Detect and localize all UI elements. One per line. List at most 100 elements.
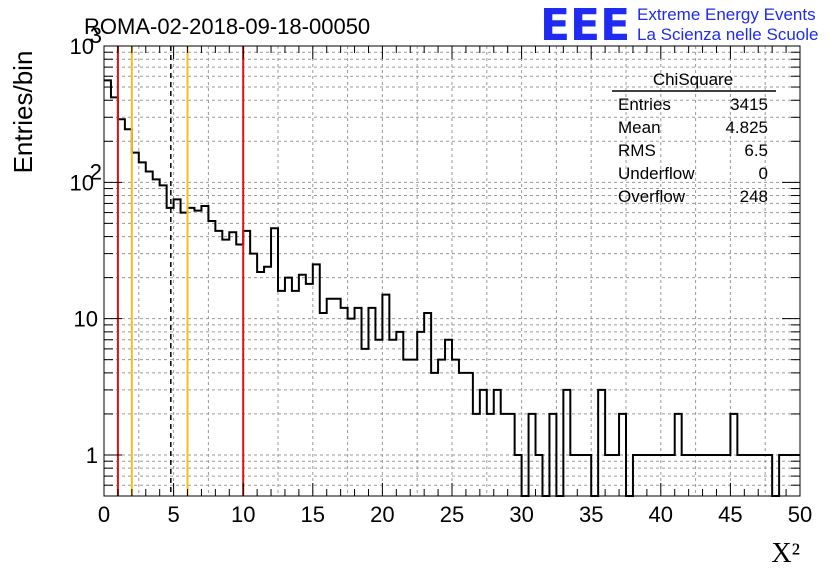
histogram-bin	[536, 455, 543, 496]
histogram-bin	[682, 455, 689, 496]
histogram-bin	[710, 455, 717, 496]
stats-label-overflow: Overflow	[618, 187, 686, 206]
histogram-bin	[125, 129, 132, 496]
histogram-bin	[160, 185, 167, 496]
histogram-bin	[236, 244, 243, 496]
histogram-bin	[501, 414, 508, 496]
chart-title: ROMA-02-2018-09-18-00050	[84, 14, 370, 39]
stats-box: ChiSquare Entries 3415 Mean 4.825 RMS 6.…	[612, 70, 776, 206]
axis-ticks	[103, 45, 801, 497]
histogram-bin	[619, 414, 626, 496]
histogram-bin	[118, 119, 125, 496]
histogram-bin	[466, 373, 473, 496]
stats-value-overflow: 248	[740, 187, 768, 206]
histogram-bin	[341, 308, 348, 496]
x-tick-label: 5	[167, 502, 179, 527]
x-tick-label: 35	[579, 502, 603, 527]
histogram-bin	[396, 332, 403, 496]
histogram-bin	[243, 231, 250, 496]
histogram-bin	[744, 455, 751, 496]
histogram-bin	[452, 360, 459, 496]
histogram-bin	[306, 284, 313, 496]
y-tick-exponent: 3	[90, 23, 102, 48]
histogram-bin	[661, 455, 668, 496]
histogram-bin	[111, 97, 118, 496]
histogram-bin	[668, 455, 675, 496]
logo-mark: EEE	[540, 0, 630, 51]
histogram-bin	[313, 264, 320, 496]
stats-value-rms: 6.5	[744, 141, 768, 160]
histogram-bin	[703, 455, 710, 496]
histogram-bin	[410, 360, 417, 496]
histogram-bin	[459, 373, 466, 496]
histogram-bin	[188, 208, 195, 496]
histogram-bin	[278, 291, 285, 496]
histogram-bin	[647, 455, 654, 496]
histogram-bin	[292, 291, 299, 496]
histogram-bin	[696, 455, 703, 496]
histogram-bin	[529, 414, 536, 496]
stats-label-underflow: Underflow	[618, 164, 695, 183]
stats-value-underflow: 0	[759, 164, 768, 183]
y-tick-label: 10	[70, 34, 94, 59]
histogram-bin	[730, 414, 737, 496]
histogram-bin	[348, 319, 355, 496]
histogram-bin	[139, 162, 146, 496]
histogram-bin	[181, 213, 188, 496]
histogram-bin	[146, 172, 153, 496]
histogram-bin	[194, 211, 201, 496]
stats-label-mean: Mean	[618, 118, 661, 137]
stats-label-rms: RMS	[618, 141, 656, 160]
histogram-bin	[382, 295, 389, 496]
x-tick-label: 20	[370, 502, 394, 527]
histogram-bin	[285, 278, 292, 496]
histogram-bin	[201, 206, 208, 496]
histogram-bin	[445, 340, 452, 496]
histogram-bin	[737, 455, 744, 496]
histogram-bin	[153, 179, 160, 496]
histogram-bin	[229, 232, 236, 496]
histogram-bin	[654, 455, 661, 496]
histogram-bin	[431, 373, 438, 496]
histogram-bin	[327, 299, 334, 496]
x-tick-label: 15	[301, 502, 325, 527]
histogram-bin	[264, 267, 271, 496]
histogram-bin	[473, 414, 480, 496]
histogram-bin	[375, 340, 382, 496]
histogram-bin	[508, 414, 515, 496]
grid-lines	[104, 45, 800, 497]
histogram-bin	[250, 254, 257, 496]
histogram-bin	[675, 414, 682, 496]
stats-title: ChiSquare	[653, 70, 733, 89]
histogram-bin	[605, 455, 612, 496]
histogram-bin	[257, 272, 264, 496]
histogram-bin	[689, 455, 696, 496]
x-axis-label: X²	[771, 538, 800, 569]
y-axis-label: Entries/bin	[8, 51, 38, 174]
histogram-bin	[515, 455, 522, 496]
histogram-bin	[716, 455, 723, 496]
x-tick-label: 30	[509, 502, 533, 527]
histogram-bin	[355, 308, 362, 496]
x-tick-label: 40	[649, 502, 673, 527]
y-tick-exponent: 2	[90, 159, 102, 184]
histogram-bin	[132, 153, 139, 496]
x-tick-labels: 0 5 10 15 20 25 30 35 40 45 50	[98, 502, 812, 527]
histogram-bin	[584, 455, 591, 496]
histogram-bin	[577, 455, 584, 496]
histogram-bin	[271, 228, 278, 496]
histogram-bin	[104, 80, 111, 496]
histogram-bin	[480, 390, 487, 496]
stats-label-entries: Entries	[618, 95, 671, 114]
x-tick-label: 50	[788, 502, 812, 527]
histogram-bin	[779, 455, 786, 496]
histogram-bin	[758, 455, 765, 496]
x-tick-label: 45	[718, 502, 742, 527]
histogram-bin	[570, 455, 577, 496]
histogram-outline	[104, 79, 800, 497]
histogram-bin	[208, 221, 215, 496]
histogram-bin	[362, 349, 369, 496]
x-tick-label: 10	[231, 502, 255, 527]
